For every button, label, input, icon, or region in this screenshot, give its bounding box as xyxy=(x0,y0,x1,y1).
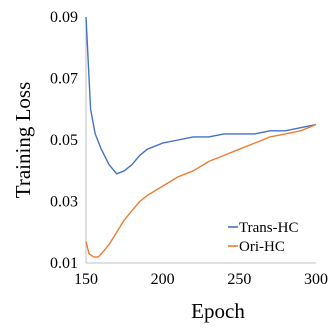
y-tick-label: 0.03 xyxy=(50,194,78,211)
legend-label-ori-hc: Ori-HC xyxy=(239,239,285,255)
y-tick-label: 0.05 xyxy=(50,132,78,149)
series-line-trans-hc xyxy=(85,16,317,175)
x-tick-label: 150 xyxy=(74,271,98,288)
legend-label-trans-hc: Trans-HC xyxy=(239,220,298,236)
legend: Trans-HC Ori-HC xyxy=(228,220,298,255)
y-tick-label: 0.09 xyxy=(50,9,78,26)
x-axis-title: Epoch xyxy=(191,299,245,323)
y-axis-title: Training Loss xyxy=(11,82,35,199)
x-tick-label: 250 xyxy=(227,271,251,288)
x-tick-label: 300 xyxy=(304,271,328,288)
y-tick-label: 0.07 xyxy=(50,71,78,88)
plot-area: 0.01 0.03 0.05 0.07 0.09 150 200 250 300 xyxy=(50,9,328,288)
series-lines xyxy=(85,16,317,258)
y-tick-label: 0.01 xyxy=(50,255,78,272)
series-line-ori-hc xyxy=(85,123,317,258)
x-tick-label: 200 xyxy=(151,271,175,288)
